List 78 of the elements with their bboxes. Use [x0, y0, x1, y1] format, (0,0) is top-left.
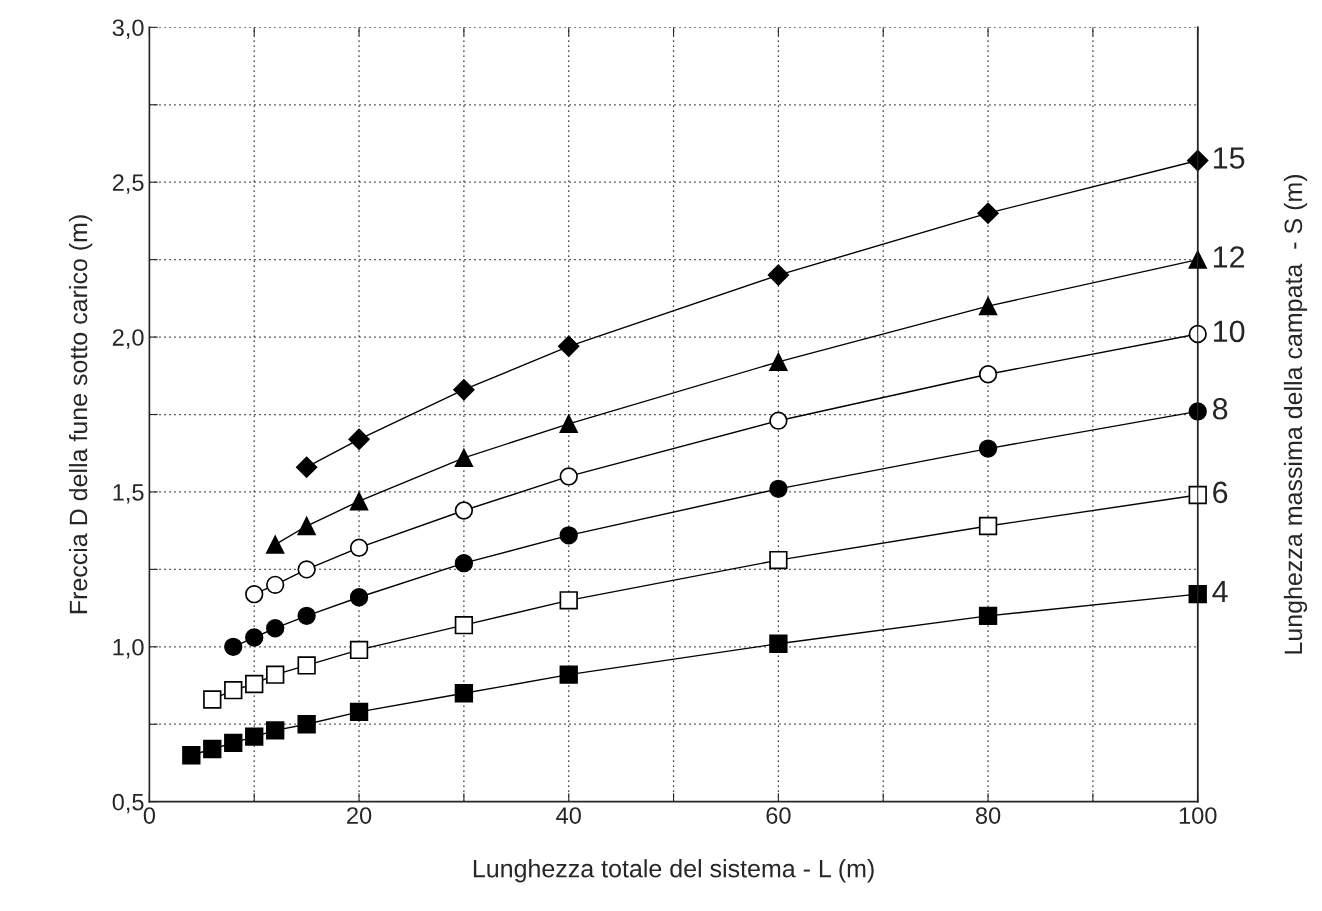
- point: [559, 591, 578, 610]
- point: [203, 739, 222, 759]
- x-axis-title: Lunghezza totale del sistema - L (m): [473, 859, 874, 883]
- x-tick-label: 60: [766, 807, 791, 824]
- y-axis-title: Freccia D della fune sotto carico (m): [68, 215, 93, 614]
- point: [1188, 584, 1207, 604]
- point: [1187, 149, 1209, 172]
- point: [978, 439, 998, 458]
- point: [266, 619, 285, 638]
- point: [224, 681, 243, 700]
- point: [224, 637, 243, 656]
- x-tick-label: 80: [975, 807, 1001, 824]
- point: [266, 575, 285, 595]
- y-tick-label: 2,0: [112, 329, 144, 349]
- point: [297, 656, 316, 675]
- series-label: 10: [1213, 320, 1245, 343]
- x-tick-label: 100: [1179, 807, 1217, 824]
- point: [349, 702, 369, 722]
- x-tick-label: 0: [143, 807, 156, 824]
- point: [245, 584, 264, 604]
- series-label: 12: [1213, 246, 1245, 268]
- point: [349, 588, 369, 607]
- point: [266, 721, 285, 740]
- point: [454, 448, 474, 468]
- point: [224, 733, 243, 752]
- point: [558, 335, 580, 358]
- point: [245, 727, 264, 746]
- point: [297, 606, 316, 626]
- point: [1188, 324, 1207, 344]
- point: [769, 411, 788, 430]
- point: [454, 615, 474, 635]
- point: [266, 535, 285, 554]
- point: [769, 550, 788, 570]
- y-tick-label: 1,0: [113, 638, 144, 659]
- series-label: 15: [1213, 147, 1245, 169]
- point: [453, 379, 475, 401]
- point: [349, 492, 369, 511]
- point: [977, 202, 999, 224]
- point: [769, 634, 788, 653]
- point: [1188, 485, 1207, 505]
- point: [203, 690, 222, 709]
- x-tick-label: 20: [347, 807, 372, 824]
- point: [245, 674, 264, 694]
- point: [297, 516, 316, 536]
- point: [349, 538, 369, 557]
- point: [769, 479, 788, 499]
- series-label: 4: [1212, 581, 1228, 603]
- point: [454, 684, 474, 703]
- point: [454, 554, 474, 573]
- point: [559, 467, 578, 486]
- x-tick-label: 40: [556, 807, 581, 824]
- point: [348, 428, 370, 450]
- point: [349, 640, 369, 660]
- point: [978, 606, 998, 626]
- point: [1188, 250, 1207, 269]
- point: [767, 264, 790, 286]
- y2-axis-title: Lunghezza massima della campata - S (m): [1283, 174, 1308, 654]
- y-tick-label: 2,5: [112, 174, 144, 194]
- series-label: 8: [1212, 397, 1228, 420]
- y-tick-label: 3,0: [112, 19, 144, 39]
- point: [978, 365, 998, 384]
- point: [297, 715, 316, 734]
- point: [1188, 402, 1207, 421]
- point: [559, 414, 578, 433]
- point: [295, 456, 318, 478]
- point: [559, 526, 578, 545]
- y-tick-label: 0,5: [112, 793, 144, 814]
- point: [769, 352, 788, 372]
- point: [182, 746, 201, 765]
- point: [245, 628, 264, 647]
- point: [454, 501, 474, 520]
- point: [978, 296, 998, 316]
- point: [978, 516, 998, 536]
- point: [559, 665, 578, 684]
- point: [297, 560, 316, 579]
- y-tick-label: 1,5: [113, 484, 144, 504]
- point: [266, 665, 285, 684]
- series-label: 6: [1213, 481, 1228, 504]
